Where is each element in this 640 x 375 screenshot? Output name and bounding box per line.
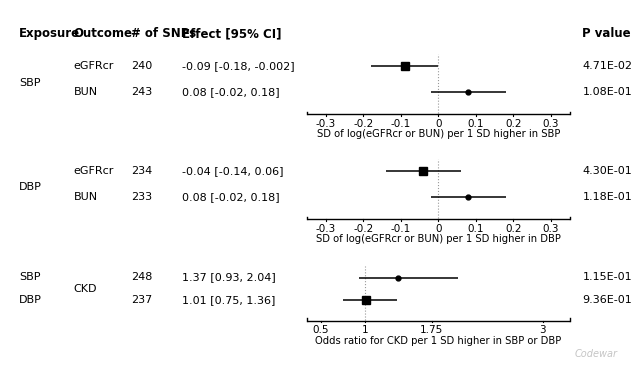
Text: BUN: BUN [74, 87, 98, 97]
Text: -0.2: -0.2 [353, 224, 374, 234]
Text: 9.36E-01: 9.36E-01 [582, 295, 632, 305]
Text: P value: P value [582, 27, 631, 40]
Text: 234: 234 [131, 166, 152, 176]
Text: -0.3: -0.3 [316, 224, 336, 234]
Text: Outcome: Outcome [74, 27, 132, 40]
Text: 1: 1 [362, 325, 369, 335]
Text: 0.1: 0.1 [468, 119, 484, 129]
Text: 4.30E-01: 4.30E-01 [582, 166, 632, 176]
Text: # of SNPs: # of SNPs [131, 27, 196, 40]
Text: SBP: SBP [19, 78, 41, 87]
Text: Odds ratio for CKD per 1 SD higher in SBP or DBP: Odds ratio for CKD per 1 SD higher in SB… [316, 336, 561, 346]
Text: -0.2: -0.2 [353, 119, 374, 129]
Text: 0.2: 0.2 [505, 224, 522, 234]
Text: eGFRcr: eGFRcr [74, 61, 114, 70]
Text: -0.3: -0.3 [316, 119, 336, 129]
Text: CKD: CKD [74, 284, 97, 294]
Text: 248: 248 [131, 273, 152, 282]
Text: 233: 233 [131, 192, 152, 202]
Text: 1.01 [0.75, 1.36]: 1.01 [0.75, 1.36] [182, 295, 276, 305]
Text: 0.1: 0.1 [468, 224, 484, 234]
Text: SBP: SBP [19, 273, 41, 282]
Text: BUN: BUN [74, 192, 98, 202]
Text: 1.75: 1.75 [420, 325, 444, 335]
Text: SD of log(eGFRcr or BUN) per 1 SD higher in DBP: SD of log(eGFRcr or BUN) per 1 SD higher… [316, 234, 561, 244]
Text: 0.2: 0.2 [505, 119, 522, 129]
Text: 3: 3 [540, 325, 546, 335]
Text: 0.3: 0.3 [543, 224, 559, 234]
Text: 1.15E-01: 1.15E-01 [582, 273, 632, 282]
Text: 243: 243 [131, 87, 152, 97]
Text: Exposure: Exposure [19, 27, 81, 40]
Text: 0: 0 [435, 119, 442, 129]
Text: 0.08 [-0.02, 0.18]: 0.08 [-0.02, 0.18] [182, 87, 280, 97]
Text: Effect [95% CI]: Effect [95% CI] [182, 27, 282, 40]
Text: 0.5: 0.5 [312, 325, 329, 335]
Text: 0.08 [-0.02, 0.18]: 0.08 [-0.02, 0.18] [182, 192, 280, 202]
Text: 237: 237 [131, 295, 152, 305]
Text: 0: 0 [435, 224, 442, 234]
Text: -0.1: -0.1 [391, 119, 411, 129]
Text: 1.37 [0.93, 2.04]: 1.37 [0.93, 2.04] [182, 273, 276, 282]
Text: Codewar: Codewar [575, 349, 618, 359]
Text: 1.18E-01: 1.18E-01 [582, 192, 632, 202]
Text: 4.71E-02: 4.71E-02 [582, 61, 632, 70]
Text: eGFRcr: eGFRcr [74, 166, 114, 176]
Text: -0.1: -0.1 [391, 224, 411, 234]
Text: 0.3: 0.3 [543, 119, 559, 129]
Text: 1.08E-01: 1.08E-01 [582, 87, 632, 97]
Text: DBP: DBP [19, 183, 42, 192]
Text: DBP: DBP [19, 295, 42, 305]
Text: -0.04 [-0.14, 0.06]: -0.04 [-0.14, 0.06] [182, 166, 284, 176]
Text: -0.09 [-0.18, -0.002]: -0.09 [-0.18, -0.002] [182, 61, 295, 70]
Text: SD of log(eGFRcr or BUN) per 1 SD higher in SBP: SD of log(eGFRcr or BUN) per 1 SD higher… [317, 129, 560, 140]
Text: 240: 240 [131, 61, 152, 70]
